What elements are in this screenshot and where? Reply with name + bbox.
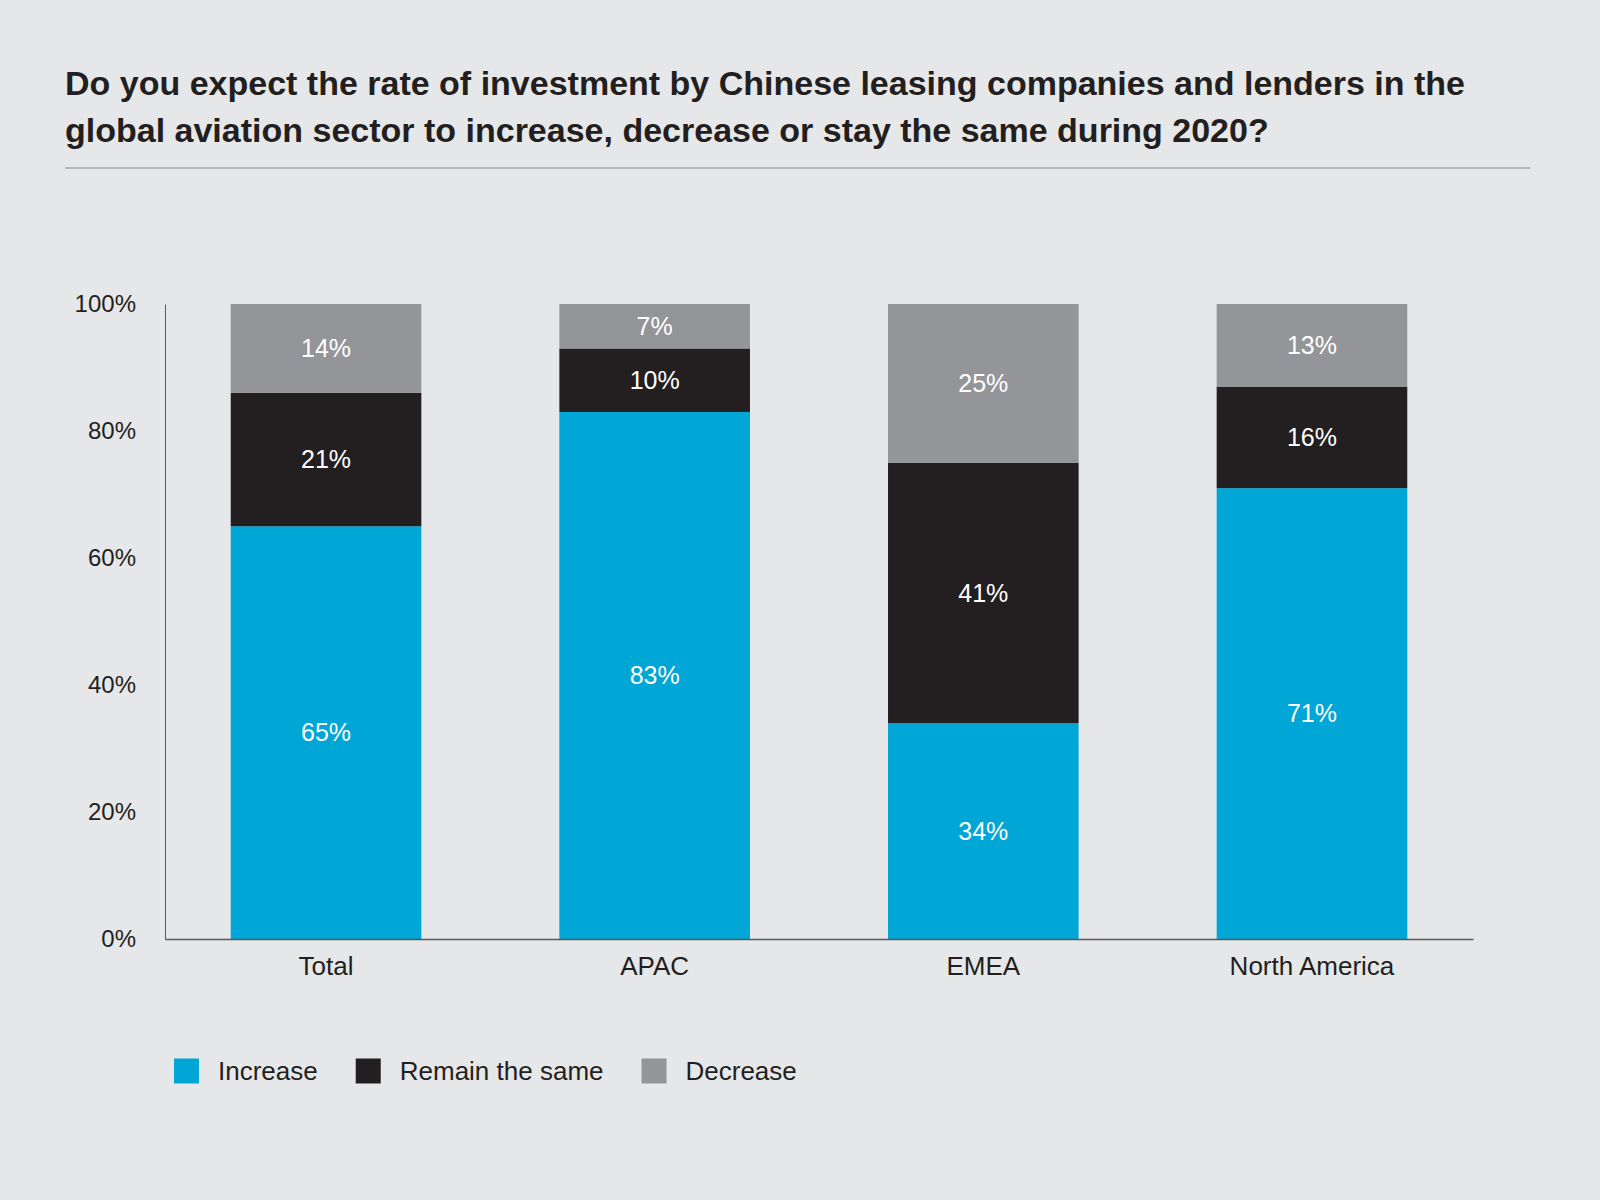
y-tick: 0% bbox=[101, 925, 165, 952]
y-tick-label: 20% bbox=[88, 798, 136, 825]
data-label: 14% bbox=[301, 334, 351, 362]
x-tick-label: EMEA bbox=[946, 951, 1020, 981]
bar-segment bbox=[888, 304, 1079, 463]
data-label: 71% bbox=[1287, 699, 1337, 727]
bars bbox=[231, 304, 1408, 939]
data-label: 7% bbox=[637, 312, 673, 340]
legend: Increase Remain the same Decrease bbox=[174, 1056, 797, 1086]
y-tick-label: 40% bbox=[88, 671, 136, 698]
data-label: 25% bbox=[958, 369, 1008, 397]
bar-segment bbox=[888, 463, 1079, 723]
x-tick: EMEA bbox=[946, 939, 1020, 981]
y-tick: 20% bbox=[88, 798, 165, 825]
x-tick-label: Total bbox=[299, 951, 354, 981]
chart: Do you expect the rate of investment by … bbox=[0, 0, 1600, 1200]
legend-swatch bbox=[356, 1059, 381, 1084]
legend-label: Increase bbox=[218, 1056, 318, 1086]
y-tick: 60% bbox=[88, 544, 165, 571]
data-label: 16% bbox=[1287, 423, 1337, 451]
legend-item: Decrease bbox=[642, 1056, 797, 1086]
legend-swatch bbox=[174, 1059, 199, 1084]
y-axis-line bbox=[165, 305, 166, 940]
x-tick-label: APAC bbox=[620, 951, 689, 981]
data-label: 21% bbox=[301, 445, 351, 473]
y-tick-label: 60% bbox=[88, 544, 136, 571]
y-tick-label: 100% bbox=[75, 290, 136, 317]
data-label: 65% bbox=[301, 718, 351, 746]
bar-segment bbox=[559, 348, 750, 412]
x-axis: Total APAC EMEA North America bbox=[166, 939, 1474, 981]
y-tick: 40% bbox=[88, 671, 165, 698]
legend-item: Remain the same bbox=[356, 1056, 604, 1086]
data-label: 41% bbox=[958, 579, 1008, 607]
bar-segment bbox=[231, 304, 422, 393]
bar-segment bbox=[1217, 387, 1408, 489]
title: Do you expect the rate of investment by … bbox=[65, 64, 1465, 149]
y-tick-label: 0% bbox=[101, 925, 136, 952]
x-axis-line bbox=[166, 939, 1474, 941]
bar-segment bbox=[559, 304, 750, 348]
legend-swatch bbox=[642, 1059, 667, 1084]
x-tick: Total bbox=[299, 939, 354, 981]
bar-segment bbox=[559, 412, 750, 939]
data-label: 10% bbox=[630, 366, 680, 394]
data-labels: 65% 83% 34% 71% 21% 10% 41% 16% 14% 7% 25% 13% bbox=[301, 312, 1337, 845]
legend-label: Decrease bbox=[686, 1056, 797, 1086]
bar-segment bbox=[1217, 488, 1408, 939]
legend-label: Remain the same bbox=[400, 1056, 604, 1086]
x-tick-label: North America bbox=[1230, 951, 1395, 981]
data-label: 83% bbox=[630, 661, 680, 689]
x-tick: North America bbox=[1230, 939, 1395, 981]
x-tick: APAC bbox=[620, 939, 689, 981]
background bbox=[0, 0, 1600, 1200]
bar-segment bbox=[231, 526, 422, 939]
data-label: 13% bbox=[1287, 331, 1337, 359]
bar-segment bbox=[1217, 304, 1408, 387]
bar-segment bbox=[888, 723, 1079, 939]
y-tick: 100% bbox=[75, 290, 165, 317]
bar-segment bbox=[231, 393, 422, 526]
y-axis: 0% 20% 40% 60% 80% 100% bbox=[75, 290, 166, 952]
data-label: 34% bbox=[958, 817, 1008, 845]
legend-item: Increase bbox=[174, 1056, 318, 1086]
y-tick-label: 80% bbox=[88, 417, 136, 444]
y-tick: 80% bbox=[88, 417, 165, 444]
title-rule bbox=[65, 167, 1530, 169]
